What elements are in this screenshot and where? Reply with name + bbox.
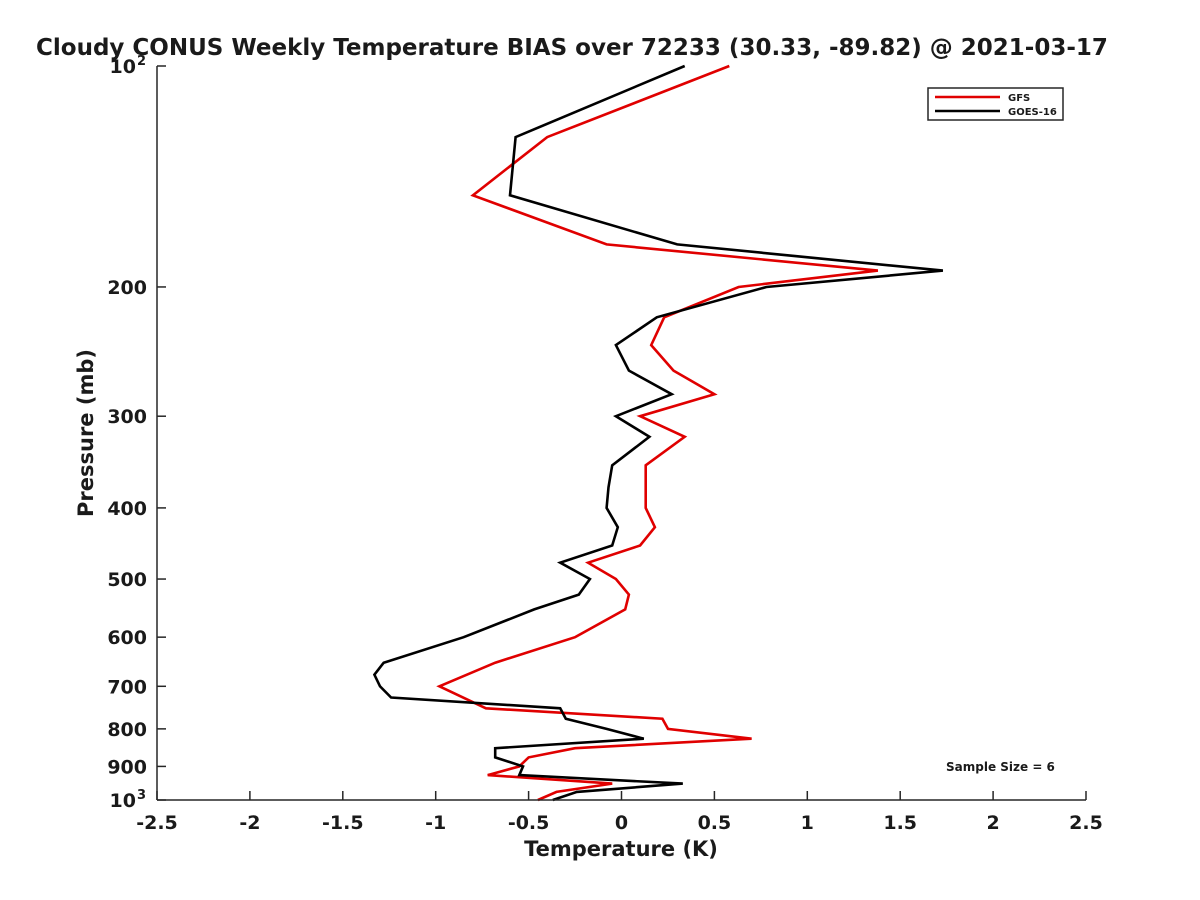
series-line-goes16 — [372, 64, 944, 802]
x-axis-label: Temperature (K) — [524, 837, 718, 861]
sample-size-annotation: Sample Size = 6 — [946, 760, 1055, 774]
y-tick-label: 10 — [110, 56, 136, 78]
legend-label-gfs: GFS — [1008, 93, 1030, 104]
y-tick-exponent: 2 — [137, 54, 146, 69]
legend-box — [927, 87, 1064, 121]
x-tick-label: 0 — [615, 812, 628, 834]
x-tick-label: -1.5 — [322, 812, 364, 834]
series-layer — [372, 64, 944, 802]
legend: GFS GOES-16 — [927, 87, 1064, 121]
y-tick-exponent: 3 — [137, 788, 146, 803]
x-tick-label: -1 — [425, 812, 446, 834]
x-tick-label: 0.5 — [698, 812, 732, 834]
legend-label-goes16: GOES-16 — [1008, 107, 1057, 118]
x-tick-label: 2 — [986, 812, 999, 834]
x-tick-labels: -2.5 -2 -1.5 -1 -0.5 0 0.5 1 1.5 2 2.5 — [136, 812, 1103, 834]
y-tick-label: 500 — [107, 569, 147, 591]
x-tick-label: 1 — [801, 812, 814, 834]
x-tick-label: -2.5 — [136, 812, 178, 834]
y-tick-label: 900 — [107, 756, 147, 778]
x-tick-label: -2 — [239, 812, 260, 834]
y-tick-label: 800 — [107, 719, 147, 741]
y-axis-label: Pressure (mb) — [74, 349, 98, 517]
y-tick-label: 200 — [107, 277, 147, 299]
axis-ticks — [156, 65, 1087, 801]
plot-area — [157, 66, 1086, 800]
x-tick-label: -0.5 — [508, 812, 550, 834]
y-tick-label: 600 — [107, 627, 147, 649]
y-tick-label: 400 — [107, 498, 147, 520]
y-tick-label: 300 — [107, 406, 147, 428]
chart-title: Cloudy CONUS Weekly Temperature BIAS ove… — [36, 35, 1108, 61]
y-tick-label: 10 — [110, 790, 136, 812]
series-line-gfs — [436, 64, 879, 802]
x-tick-label: 1.5 — [883, 812, 917, 834]
x-tick-label: 2.5 — [1069, 812, 1103, 834]
y-tick-label: 700 — [107, 676, 147, 698]
